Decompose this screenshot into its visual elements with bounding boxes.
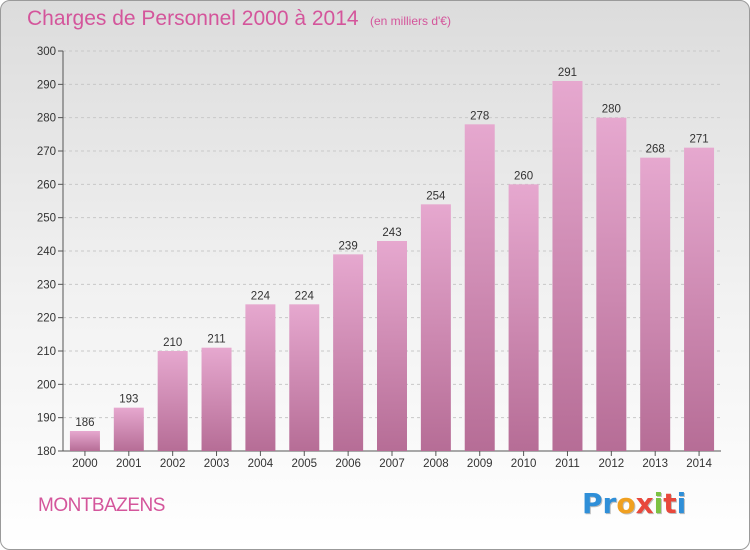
value-label: 268 <box>646 144 665 156</box>
y-tick-label: 230 <box>37 279 56 291</box>
value-label: 186 <box>75 417 94 429</box>
bar <box>157 351 188 451</box>
bar <box>113 407 144 451</box>
value-label: 224 <box>295 290 315 302</box>
chart-title: Charges de Personnel 2000 à 2014 <box>27 7 359 30</box>
y-tick-label: 180 <box>37 446 56 458</box>
bar <box>596 117 627 452</box>
y-tick-label: 210 <box>37 346 56 358</box>
bar <box>69 431 100 451</box>
bar <box>640 157 671 451</box>
x-tick-label: 2003 <box>204 458 230 470</box>
value-label: 271 <box>689 134 708 146</box>
x-tick-label: 2011 <box>555 458 580 470</box>
value-label: 224 <box>251 290 271 302</box>
y-tick-label: 270 <box>37 146 56 158</box>
x-tick-label: 2013 <box>642 458 668 470</box>
commune-name: MONTBAZENS <box>38 495 165 516</box>
x-tick-label: 2004 <box>248 458 274 470</box>
value-label: 291 <box>558 67 577 79</box>
y-tick-label: 240 <box>37 246 56 258</box>
x-tick-label: 2009 <box>467 458 493 470</box>
x-tick-label: 2000 <box>72 458 98 470</box>
bar <box>289 304 320 451</box>
bar <box>552 81 583 451</box>
labels: 180 190 200 210 220 230 240 250 260 270 280 290 300 1… <box>37 46 713 470</box>
bar <box>684 147 715 451</box>
x-tick-label: 2012 <box>599 458 625 470</box>
y-tick-label: 220 <box>37 313 56 325</box>
bar <box>245 304 276 451</box>
bar <box>420 204 451 451</box>
bar <box>508 184 539 452</box>
logo-letter: i <box>653 487 664 520</box>
x-tick-label: 2005 <box>291 458 317 470</box>
x-tick-label: 2010 <box>511 458 537 470</box>
bar <box>333 254 364 451</box>
logo-letter: x <box>635 487 654 520</box>
bar <box>377 241 407 451</box>
logo-letter: P <box>582 487 603 520</box>
value-label: 193 <box>119 394 138 406</box>
y-tick-label: 200 <box>37 379 56 391</box>
logo-letter: i <box>676 487 687 520</box>
x-tick-label: 2008 <box>423 458 449 470</box>
bar <box>201 347 232 451</box>
chart-subtitle: (en milliers d'€) <box>370 14 451 28</box>
proxiti-logo: Proxiti <box>582 487 686 520</box>
value-label: 243 <box>382 227 401 239</box>
y-tick-label: 260 <box>37 179 56 191</box>
y-tick-label: 280 <box>37 113 56 125</box>
x-tick-label: 2002 <box>160 458 186 470</box>
bar <box>464 124 495 451</box>
y-tick-label: 250 <box>37 213 56 225</box>
value-label: 278 <box>470 110 489 122</box>
value-label: 239 <box>339 240 358 252</box>
value-label: 211 <box>207 334 225 346</box>
logo-letter: o <box>616 487 636 520</box>
y-tick-label: 290 <box>37 79 56 91</box>
x-tick-label: 2007 <box>379 458 405 470</box>
x-tick-label: 2014 <box>686 458 712 470</box>
logo-letter: t <box>663 487 677 520</box>
x-tick-label: 2001 <box>116 458 142 470</box>
value-label: 260 <box>514 170 533 182</box>
value-label: 254 <box>426 190 446 202</box>
value-label: 210 <box>163 337 182 349</box>
value-label: 280 <box>602 104 621 116</box>
logo-letter: r <box>602 487 617 520</box>
y-tick-label: 300 <box>37 46 56 58</box>
bars <box>69 81 715 452</box>
x-tick-label: 2006 <box>335 458 361 470</box>
y-tick-label: 190 <box>37 413 56 425</box>
